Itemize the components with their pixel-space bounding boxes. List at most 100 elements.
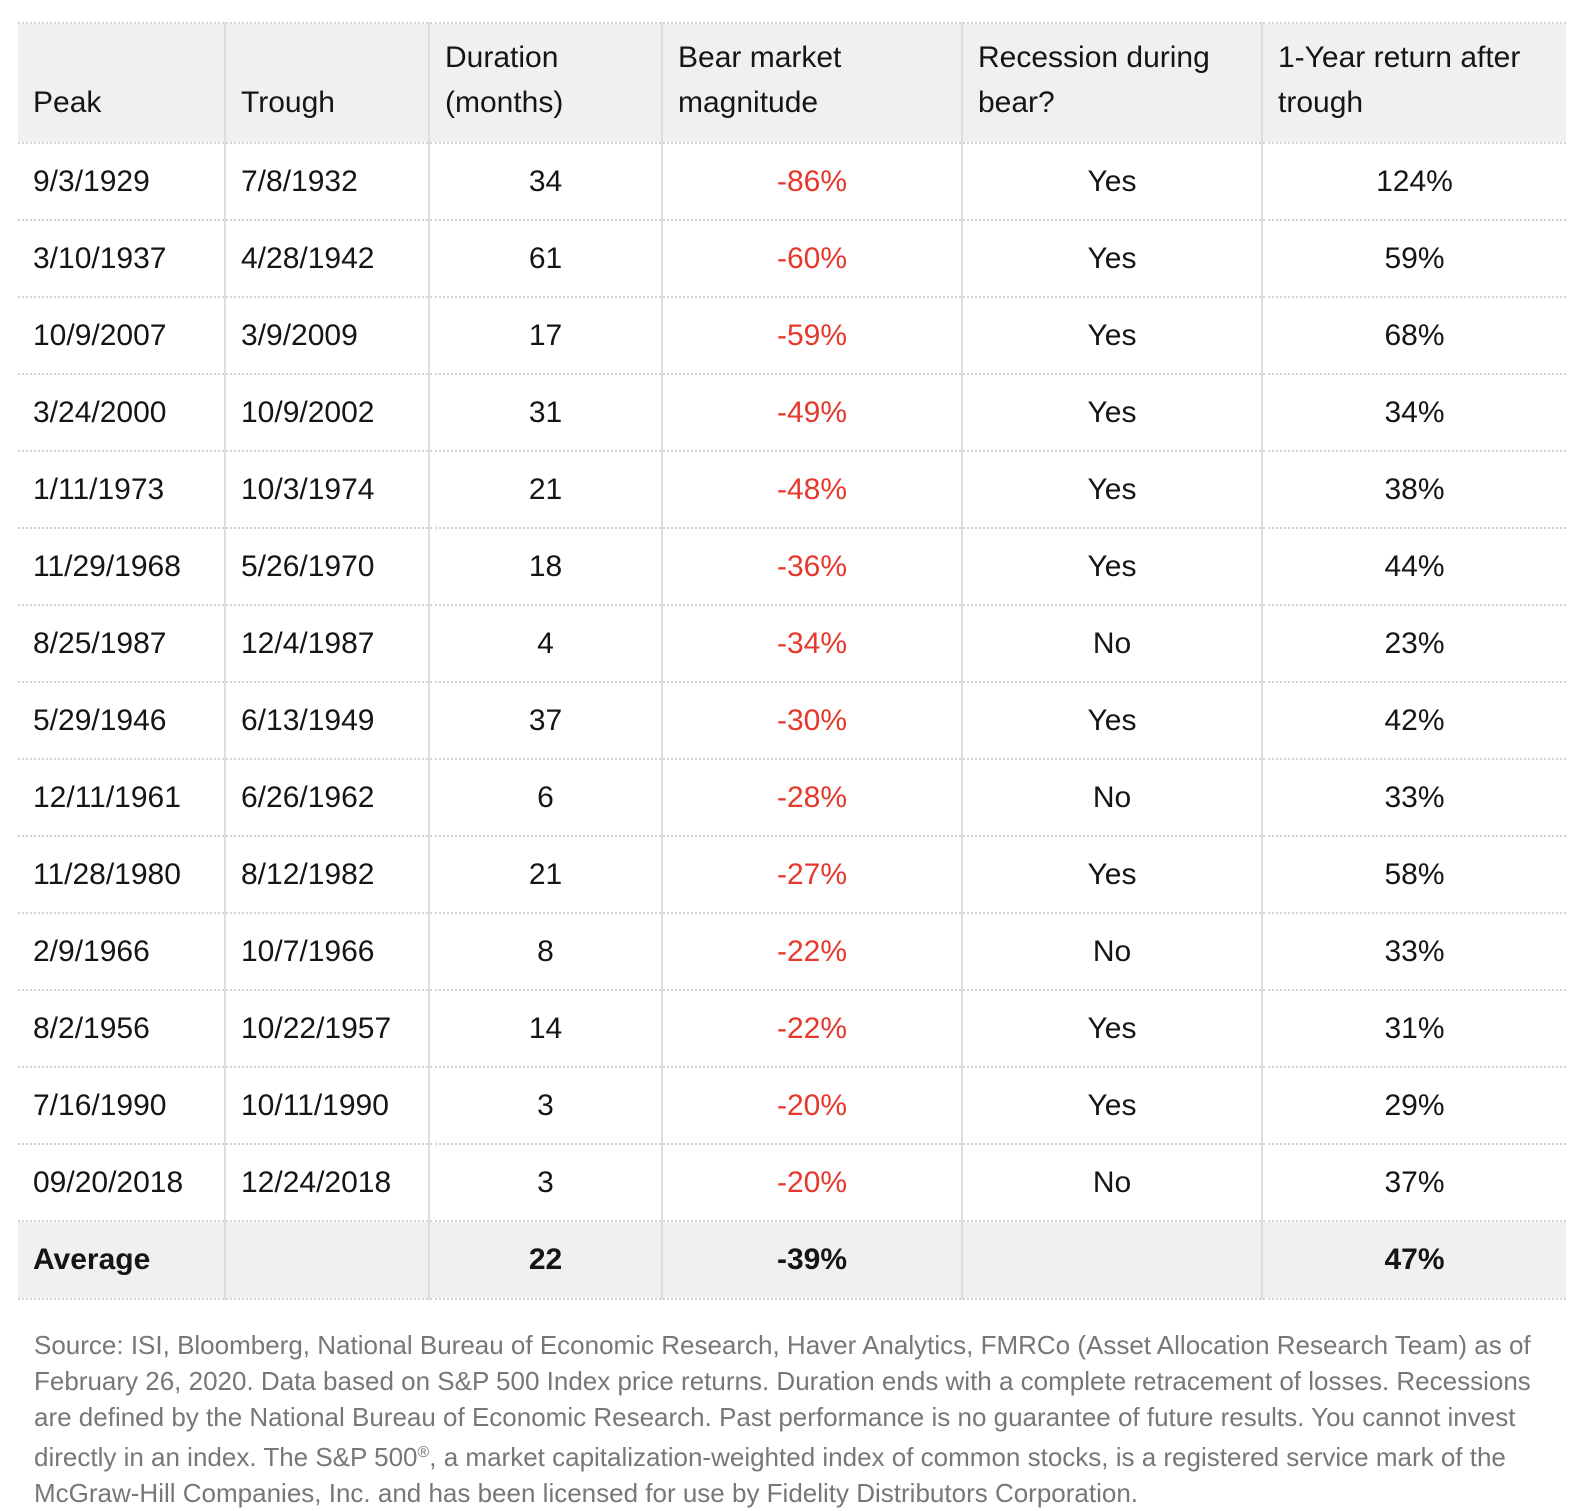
cell-recession: Yes [961, 374, 1262, 452]
cell-trough: 10/7/1966 [224, 913, 429, 991]
cell-trough: 8/12/1982 [224, 836, 429, 914]
bear-market-table: Peak Trough Duration (months) Bear marke… [18, 22, 1566, 1300]
cell-magnitude: -28% [661, 759, 962, 837]
column-header-trough: Trough [224, 22, 429, 144]
footnote-text: Source: ISI, Bloomberg, National Bureau … [34, 1330, 1531, 1472]
cell-peak: 11/29/1968 [18, 528, 225, 606]
cell-recession: Yes [961, 990, 1262, 1068]
cell-magnitude: -20% [661, 1144, 962, 1222]
table-row: 7/16/1990 10/11/1990 3 -20% Yes 29% [18, 1067, 1566, 1145]
cell-peak: 10/9/2007 [18, 297, 225, 375]
column-header-peak: Peak [18, 22, 225, 144]
cell-return: 42% [1261, 682, 1566, 760]
cell-return: 33% [1261, 913, 1566, 991]
cell-trough: 10/9/2002 [224, 374, 429, 452]
table-row: 11/29/1968 5/26/1970 18 -36% Yes 44% [18, 528, 1566, 606]
cell-trough: 10/22/1957 [224, 990, 429, 1068]
average-magnitude: -39% [661, 1221, 962, 1300]
header-row: Peak Trough Duration (months) Bear marke… [18, 22, 1566, 144]
cell-return: 31% [1261, 990, 1566, 1068]
cell-duration: 31 [428, 374, 662, 452]
cell-peak: 3/24/2000 [18, 374, 225, 452]
average-recession-empty-cell [961, 1221, 1262, 1300]
cell-trough: 6/26/1962 [224, 759, 429, 837]
cell-recession: No [961, 913, 1262, 991]
cell-return: 37% [1261, 1144, 1566, 1222]
column-header-return: 1-Year return after trough [1261, 22, 1566, 144]
cell-duration: 18 [428, 528, 662, 606]
cell-trough: 6/13/1949 [224, 682, 429, 760]
cell-magnitude: -30% [661, 682, 962, 760]
cell-return: 29% [1261, 1067, 1566, 1145]
cell-duration: 8 [428, 913, 662, 991]
cell-peak: 8/2/1956 [18, 990, 225, 1068]
table-row: 8/2/1956 10/22/1957 14 -22% Yes 31% [18, 990, 1566, 1068]
cell-magnitude: -86% [661, 143, 962, 221]
cell-peak: 5/29/1946 [18, 682, 225, 760]
cell-trough: 10/3/1974 [224, 451, 429, 529]
cell-trough: 7/8/1932 [224, 143, 429, 221]
bear-market-history-page: Peak Trough Duration (months) Bear marke… [18, 22, 1566, 1511]
cell-return: 44% [1261, 528, 1566, 606]
table-row: 5/29/1946 6/13/1949 37 -30% Yes 42% [18, 682, 1566, 760]
cell-peak: 1/11/1973 [18, 451, 225, 529]
cell-trough: 12/24/2018 [224, 1144, 429, 1222]
column-header-magnitude: Bear market magnitude [661, 22, 962, 144]
cell-peak: 9/3/1929 [18, 143, 225, 221]
column-header-recession: Recession during bear? [961, 22, 1262, 144]
cell-duration: 21 [428, 836, 662, 914]
cell-return: 23% [1261, 605, 1566, 683]
cell-magnitude: -27% [661, 836, 962, 914]
cell-peak: 12/11/1961 [18, 759, 225, 837]
table-row: 3/24/2000 10/9/2002 31 -49% Yes 34% [18, 374, 1566, 452]
source-footnote: Source: ISI, Bloomberg, National Bureau … [34, 1327, 1550, 1511]
average-label: Average [18, 1221, 225, 1300]
cell-return: 68% [1261, 297, 1566, 375]
cell-return: 33% [1261, 759, 1566, 837]
cell-peak: 2/9/1966 [18, 913, 225, 991]
average-row: Average 22 -39% 47% [18, 1221, 1566, 1300]
cell-trough: 5/26/1970 [224, 528, 429, 606]
cell-magnitude: -48% [661, 451, 962, 529]
cell-recession: Yes [961, 682, 1262, 760]
table-row: 1/11/1973 10/3/1974 21 -48% Yes 38% [18, 451, 1566, 529]
cell-trough: 4/28/1942 [224, 220, 429, 298]
cell-recession: No [961, 1144, 1262, 1222]
cell-duration: 61 [428, 220, 662, 298]
registered-trademark-symbol: ® [417, 1444, 430, 1461]
cell-return: 124% [1261, 143, 1566, 221]
cell-magnitude: -20% [661, 1067, 962, 1145]
cell-trough: 12/4/1987 [224, 605, 429, 683]
cell-magnitude: -34% [661, 605, 962, 683]
cell-magnitude: -36% [661, 528, 962, 606]
cell-peak: 11/28/1980 [18, 836, 225, 914]
table-row: 9/3/1929 7/8/1932 34 -86% Yes 124% [18, 143, 1566, 221]
cell-magnitude: -60% [661, 220, 962, 298]
table-row: 2/9/1966 10/7/1966 8 -22% No 33% [18, 913, 1566, 991]
cell-magnitude: -49% [661, 374, 962, 452]
cell-recession: Yes [961, 528, 1262, 606]
cell-recession: Yes [961, 143, 1262, 221]
cell-trough: 3/9/2009 [224, 297, 429, 375]
cell-duration: 14 [428, 990, 662, 1068]
cell-duration: 34 [428, 143, 662, 221]
cell-trough: 10/11/1990 [224, 1067, 429, 1145]
cell-return: 34% [1261, 374, 1566, 452]
cell-duration: 6 [428, 759, 662, 837]
table-row: 3/10/1937 4/28/1942 61 -60% Yes 59% [18, 220, 1566, 298]
cell-peak: 3/10/1937 [18, 220, 225, 298]
cell-duration: 17 [428, 297, 662, 375]
cell-duration: 3 [428, 1144, 662, 1222]
average-duration: 22 [428, 1221, 662, 1300]
cell-recession: Yes [961, 220, 1262, 298]
table-row: 09/20/2018 12/24/2018 3 -20% No 37% [18, 1144, 1566, 1222]
cell-peak: 09/20/2018 [18, 1144, 225, 1222]
cell-recession: No [961, 759, 1262, 837]
average-return: 47% [1261, 1221, 1566, 1300]
average-trough-empty-cell [224, 1221, 429, 1300]
table-row: 8/25/1987 12/4/1987 4 -34% No 23% [18, 605, 1566, 683]
cell-return: 59% [1261, 220, 1566, 298]
table-row: 11/28/1980 8/12/1982 21 -27% Yes 58% [18, 836, 1566, 914]
table-row: 10/9/2007 3/9/2009 17 -59% Yes 68% [18, 297, 1566, 375]
cell-return: 38% [1261, 451, 1566, 529]
